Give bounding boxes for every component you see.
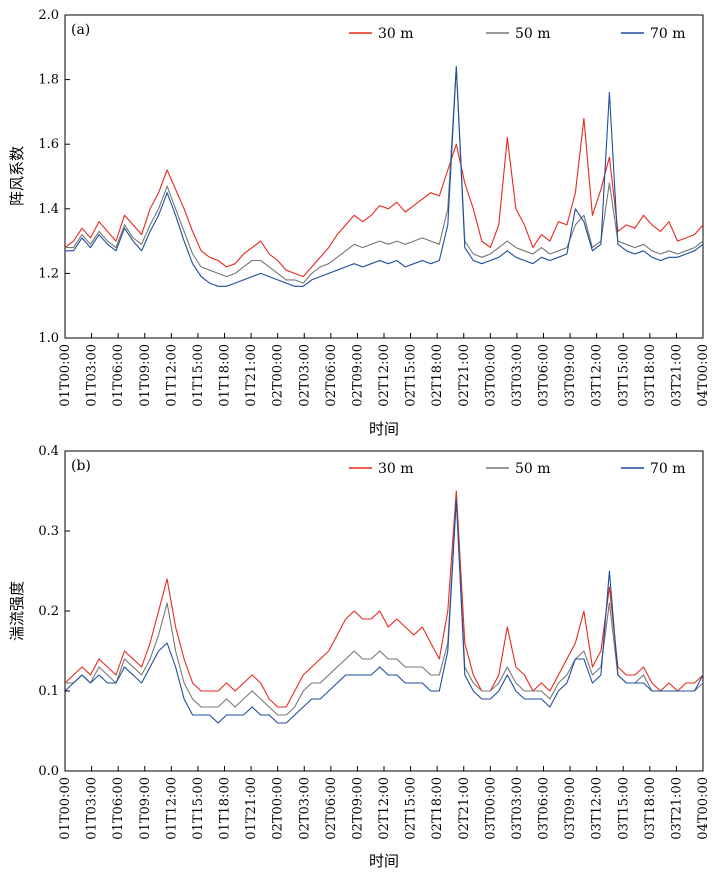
- y-tick-label: 1.4: [38, 202, 59, 217]
- series-layer: [64, 66, 704, 287]
- x-tick-label: 02T00:00: [271, 777, 286, 840]
- legend-label-50m: 50 m: [515, 461, 551, 477]
- panel-b: 0.0 0.1 0.2 0.3 0.4 01T00:00 01T03:00 01T06:00…: [8, 444, 711, 870]
- x-tick-label: 02T15:00: [404, 344, 419, 407]
- x-axis-title: 时间: [369, 852, 399, 870]
- x-tick-label: 03T03:00: [510, 344, 525, 407]
- x-tick-label: 01T06:00: [111, 344, 126, 407]
- series-line-70m: [64, 498, 704, 724]
- y-tick-label: 0.2: [38, 604, 59, 619]
- panel-label: (a): [71, 22, 90, 38]
- x-tick-label: 02T03:00: [297, 777, 312, 840]
- x-tick-label: 01T18:00: [218, 344, 233, 407]
- y-axis-title: 阵风系数: [8, 146, 26, 206]
- x-tick-label: 03T15:00: [616, 344, 631, 407]
- x-tick-label: 01T18:00: [218, 777, 233, 840]
- legend-label-50m: 50 m: [515, 26, 551, 42]
- x-tick-label: 02T21:00: [457, 344, 472, 407]
- panel-a: 1.0 1.2 1.4 1.6 1.8 2.0 01T00:00 01T03:00 01T06…: [8, 8, 711, 438]
- x-tick-label: 02T06:00: [324, 344, 339, 407]
- x-tick-label: 02T06:00: [324, 777, 339, 840]
- series-line-70m: [65, 66, 704, 287]
- x-tick-label: 03T18:00: [643, 777, 658, 840]
- series-line-30m: [64, 117, 704, 278]
- y-tick-label: 1.0: [38, 331, 59, 346]
- series-line-50m: [65, 498, 704, 716]
- x-tick-label: 03T06:00: [537, 344, 552, 407]
- series-line-50m: [65, 66, 704, 284]
- legend-label-70m: 70 m: [650, 461, 686, 477]
- x-tick-label: 02T09:00: [350, 344, 365, 407]
- x-tick-label: 03T18:00: [643, 344, 658, 407]
- x-tick-label: 03T06:00: [537, 777, 552, 840]
- x-tick-label: 03T09:00: [563, 777, 578, 840]
- x-tick-label: 02T12:00: [377, 344, 392, 407]
- x-tick-label: 03T03:00: [510, 777, 525, 840]
- panel-label: (b): [71, 458, 91, 474]
- x-ticks: 01T00:00 01T03:00 01T06:00 01T09:00 01T12:00…: [58, 766, 711, 840]
- x-tick-label: 04T00:00: [696, 344, 711, 407]
- x-tick-label: 01T03:00: [85, 777, 100, 840]
- y-tick-label: 1.6: [38, 137, 59, 152]
- y-tick-label: 0.0: [38, 764, 59, 779]
- x-tick-label: 03T12:00: [590, 344, 605, 407]
- x-tick-label: 02T15:00: [404, 777, 419, 840]
- legend: 30 m 50 m 70 m: [349, 26, 686, 42]
- y-axis-title: 湍流强度: [8, 581, 26, 641]
- y-tick-label: 0.4: [38, 444, 59, 459]
- series-line-30m: [64, 490, 704, 708]
- x-tick-label: 01T12:00: [164, 777, 179, 840]
- x-ticks: 01T00:00 01T03:00 01T06:00 01T09:00 01T12:00…: [58, 333, 711, 407]
- x-axis-title: 时间: [369, 420, 399, 438]
- legend: 30 m 50 m 70 m: [349, 461, 686, 477]
- x-tick-label: 01T09:00: [138, 777, 153, 840]
- x-tick-label: 01T21:00: [244, 344, 259, 407]
- legend-label-30m: 30 m: [378, 461, 414, 477]
- y-tick-label: 0.1: [38, 684, 59, 699]
- x-tick-label: 01T15:00: [191, 344, 206, 407]
- x-tick-label: 03T15:00: [616, 777, 631, 840]
- x-tick-label: 01T12:00: [164, 344, 179, 407]
- x-tick-label: 02T18:00: [430, 344, 445, 407]
- x-tick-label: 01T15:00: [191, 777, 206, 840]
- x-tick-label: 03T12:00: [590, 777, 605, 840]
- x-tick-label: 03T21:00: [669, 344, 684, 407]
- plot-frame: [64, 450, 704, 772]
- x-tick-label: 02T00:00: [271, 344, 286, 407]
- x-tick-label: 04T00:00: [696, 777, 711, 840]
- x-tick-label: 03T00:00: [483, 344, 498, 407]
- y-tick-label: 2.0: [38, 8, 59, 23]
- x-tick-label: 02T21:00: [457, 777, 472, 840]
- x-tick-label: 01T21:00: [244, 777, 259, 840]
- series-layer: [64, 490, 704, 724]
- y-ticks: 1.0 1.2 1.4 1.6 1.8 2.0: [38, 8, 70, 346]
- x-tick-label: 02T03:00: [297, 344, 312, 407]
- y-tick-label: 1.8: [38, 73, 59, 88]
- x-tick-label: 03T00:00: [483, 777, 498, 840]
- legend-label-70m: 70 m: [650, 26, 686, 42]
- plot-frame: [64, 14, 704, 339]
- x-tick-label: 02T12:00: [377, 777, 392, 840]
- x-tick-label: 01T06:00: [111, 777, 126, 840]
- x-tick-label: 01T00:00: [58, 344, 73, 407]
- y-tick-label: 1.2: [38, 266, 59, 281]
- legend-label-30m: 30 m: [378, 26, 414, 42]
- x-tick-label: 02T09:00: [350, 777, 365, 840]
- x-tick-label: 03T09:00: [563, 344, 578, 407]
- y-tick-label: 0.3: [38, 524, 59, 539]
- y-ticks: 0.0 0.1 0.2 0.3 0.4: [38, 444, 70, 779]
- x-tick-label: 03T21:00: [669, 777, 684, 840]
- x-tick-label: 01T09:00: [138, 344, 153, 407]
- x-tick-label: 01T03:00: [85, 344, 100, 407]
- x-tick-label: 02T18:00: [430, 777, 445, 840]
- x-tick-label: 01T00:00: [58, 777, 73, 840]
